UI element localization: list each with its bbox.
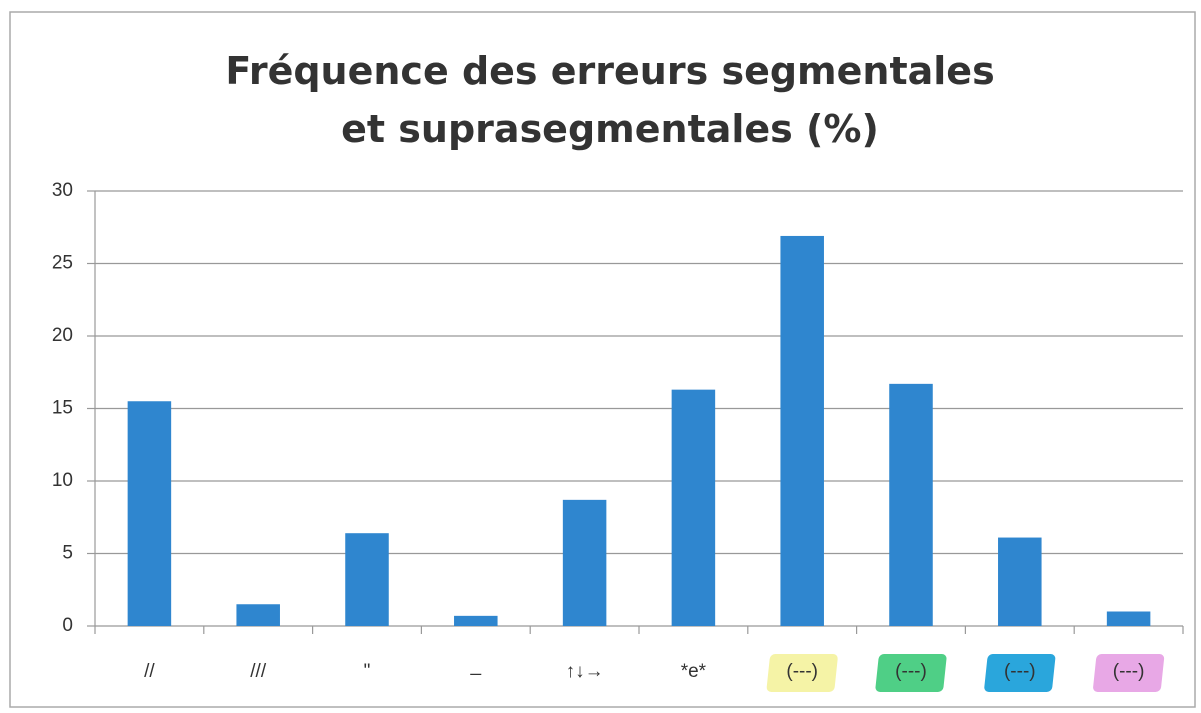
bar <box>127 401 172 626</box>
x-tick-label: " <box>364 661 371 682</box>
bar <box>562 499 607 626</box>
x-tick-label: _ <box>470 655 482 676</box>
bar <box>1106 611 1151 626</box>
label-highlight <box>875 654 947 692</box>
x-tick-label: (---) <box>1113 661 1145 682</box>
y-tick-label: 10 <box>52 470 73 491</box>
chart-title: Fréquence des erreurs segmentales et sup… <box>225 49 995 151</box>
chart-frame <box>9 11 1196 708</box>
label-highlight <box>984 654 1056 692</box>
y-tick-label: 25 <box>52 253 73 274</box>
bar <box>454 615 498 626</box>
y-tick-label: 5 <box>62 543 73 564</box>
bar <box>345 533 389 626</box>
bar <box>998 537 1042 626</box>
y-tick-label: 20 <box>52 325 73 346</box>
y-tick-label: 30 <box>52 180 73 201</box>
x-tick-label: *e* <box>681 661 707 682</box>
x-tick-label: // <box>144 661 155 682</box>
bar <box>780 235 824 626</box>
y-tick-label: 15 <box>52 398 73 419</box>
bar <box>671 389 716 626</box>
x-tick-label: (---) <box>786 661 818 682</box>
bar <box>236 604 280 626</box>
x-tick-label: /// <box>250 661 267 682</box>
bar <box>889 383 933 626</box>
x-tick-label: ↑↓→ <box>566 661 604 682</box>
y-tick-label: 0 <box>62 615 73 636</box>
label-highlight <box>766 654 838 692</box>
x-tick-label: (---) <box>1004 661 1036 682</box>
x-tick-label: (---) <box>895 661 927 682</box>
label-highlight <box>1093 654 1165 692</box>
